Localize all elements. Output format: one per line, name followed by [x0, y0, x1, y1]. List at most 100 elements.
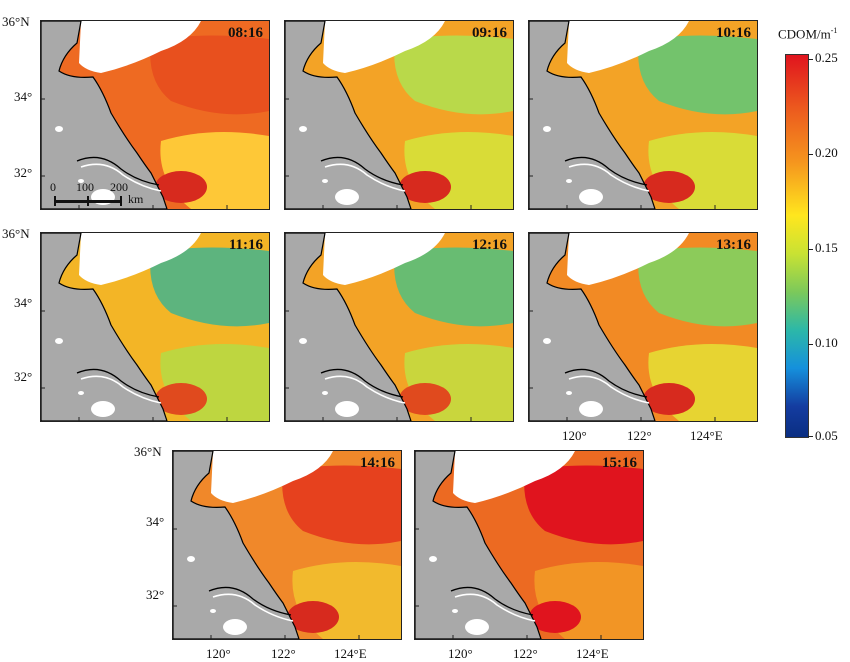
- no-data-region: [567, 233, 689, 285]
- lon-label-120: 120°: [562, 428, 587, 443]
- lon-label-120: 120°: [206, 646, 231, 661]
- scale-unit: km: [128, 192, 144, 206]
- land-area: [285, 233, 412, 421]
- north-water-field: [150, 35, 269, 115]
- lat-label-34: 34°: [14, 89, 33, 104]
- lake: [429, 556, 437, 562]
- lat-label-34: 34°: [146, 514, 165, 529]
- north-water-field: [394, 35, 513, 115]
- panel-time: 09:16: [472, 25, 507, 41]
- colorbar: [785, 54, 809, 438]
- panel-time: 15:16: [602, 455, 637, 471]
- scale-tick-100: 100: [76, 180, 94, 194]
- colorbar-title-text: CDOM/m: [778, 26, 831, 42]
- no-data-region: [323, 233, 445, 285]
- no-data-region: [79, 21, 201, 73]
- river-channel: [324, 163, 406, 192]
- river-channel: [454, 593, 536, 622]
- north-water-field: [150, 247, 269, 327]
- colorbar-tick: 0.05: [815, 428, 838, 443]
- lake: [299, 126, 307, 132]
- colorbar-tick: 0.15: [815, 240, 838, 255]
- river-channel: [568, 163, 650, 192]
- panel-time: 12:16: [472, 237, 507, 253]
- estuary-plume: [643, 171, 695, 203]
- estuary-plume: [155, 171, 207, 203]
- lake: [55, 338, 63, 344]
- scale-tick-mark: [54, 196, 56, 206]
- colorbar-tick: 0.20: [815, 145, 838, 160]
- lake: [465, 619, 489, 635]
- lon-label-122: 122°: [513, 646, 538, 661]
- colorbar-tick-mark: [808, 249, 813, 250]
- lake: [543, 338, 551, 344]
- no-data-region: [79, 233, 201, 285]
- river-line: [564, 368, 648, 398]
- cdom-map-8: [415, 451, 643, 639]
- no-data-region: [211, 451, 333, 503]
- estuary-plume: [643, 383, 695, 415]
- lat-label-32: 32°: [14, 165, 33, 180]
- map-panel-7: 14:16: [172, 450, 402, 640]
- lat-label-34: 34°: [14, 295, 33, 310]
- lon-label-122: 122°: [271, 646, 296, 661]
- river-line: [76, 156, 160, 186]
- scale-tick-mark: [87, 196, 89, 206]
- panel-time: 10:16: [716, 25, 751, 41]
- cdom-map-5: [285, 233, 513, 421]
- land-area: [415, 451, 542, 639]
- colorbar-tick-mark: [808, 154, 813, 155]
- lat-label-32: 32°: [146, 587, 165, 602]
- cdom-map-4: [41, 233, 269, 421]
- land-area: [173, 451, 300, 639]
- scale-tick-mark: [120, 196, 122, 206]
- lon-label-124e: 124°E: [576, 646, 609, 661]
- river-channel: [80, 375, 162, 404]
- lake: [335, 189, 359, 205]
- lake: [579, 401, 603, 417]
- map-panel-5: 12:16: [284, 232, 514, 422]
- lake: [579, 189, 603, 205]
- lake: [223, 619, 247, 635]
- lake: [91, 401, 115, 417]
- map-panel-1: 08:16: [40, 20, 270, 210]
- panel-time: 11:16: [228, 237, 263, 253]
- lake: [566, 391, 572, 395]
- estuary-plume: [287, 601, 339, 633]
- no-data-region: [453, 451, 575, 503]
- map-panel-3: 10:16: [528, 20, 758, 210]
- lake: [78, 391, 84, 395]
- panel-time: 13:16: [716, 237, 751, 253]
- colorbar-title-exp: -1: [830, 26, 838, 35]
- north-water-field: [524, 465, 643, 545]
- cdom-map-2: [285, 21, 513, 209]
- cdom-map-7: [173, 451, 401, 639]
- estuary-plume: [399, 171, 451, 203]
- map-panel-6: 13:16: [528, 232, 758, 422]
- north-water-field: [638, 247, 757, 327]
- river-line: [450, 586, 534, 616]
- river-channel: [324, 375, 406, 404]
- lat-label-36n: 36°N: [2, 226, 30, 241]
- lon-label-124e: 124°E: [334, 646, 367, 661]
- no-data-region: [567, 21, 689, 73]
- land-area: [285, 21, 412, 209]
- lake: [322, 179, 328, 183]
- lake: [322, 391, 328, 395]
- land-area: [41, 233, 168, 421]
- cdom-map-1: [41, 21, 269, 209]
- lake: [335, 401, 359, 417]
- north-water-field: [394, 247, 513, 327]
- river-line: [208, 586, 292, 616]
- land-area: [41, 21, 168, 209]
- lon-label-122: 122°: [627, 428, 652, 443]
- lake: [187, 556, 195, 562]
- panel-time: 14:16: [360, 455, 395, 471]
- scale-tick-0: 0: [50, 180, 56, 194]
- colorbar-title: CDOM/m-1: [778, 26, 837, 42]
- river-channel: [568, 375, 650, 404]
- cdom-map-3: [529, 21, 757, 209]
- river-channel: [212, 593, 294, 622]
- land-area: [529, 233, 656, 421]
- lake: [452, 609, 458, 613]
